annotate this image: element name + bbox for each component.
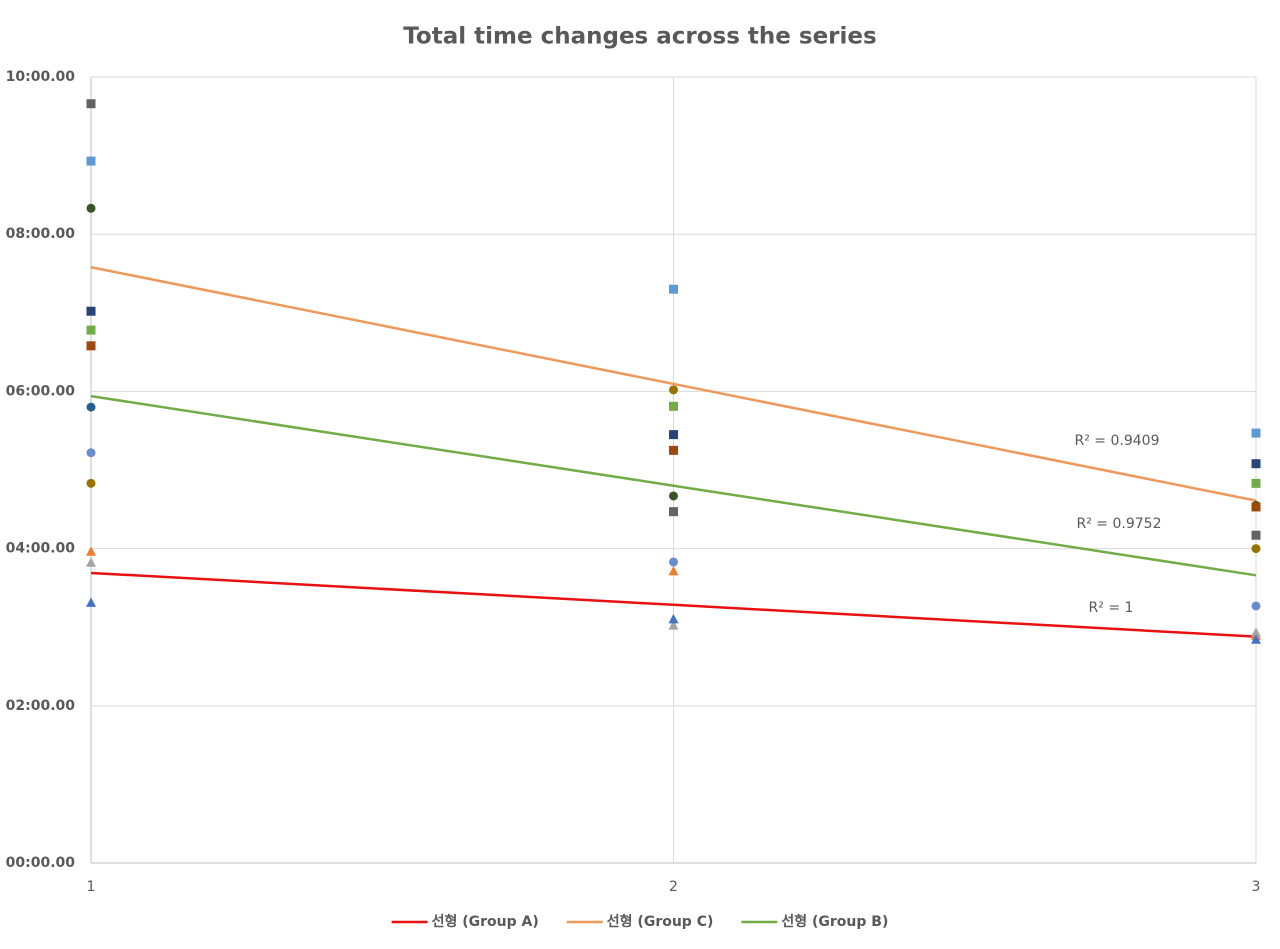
- point: [669, 491, 678, 501]
- point: [86, 402, 96, 412]
- y-tick-label: 08:00.00: [6, 226, 76, 242]
- point: [86, 341, 96, 351]
- point: [86, 448, 96, 458]
- point: [86, 478, 96, 488]
- r-squared-label: R² = 1: [1089, 600, 1134, 616]
- y-tick-label: 04:00.00: [6, 541, 76, 557]
- point: [669, 430, 678, 440]
- trendline: [90, 265, 1257, 502]
- point: [86, 325, 96, 335]
- point: [1251, 502, 1261, 512]
- r-squared-label: R² = 0.9409: [1075, 433, 1160, 449]
- y-tick-label: 02:00.00: [6, 698, 76, 714]
- point: [669, 445, 678, 455]
- y-tick-label: 06:00.00: [6, 383, 76, 399]
- point: [669, 284, 678, 294]
- point: [668, 565, 679, 576]
- legend: 선형 (Group A) 선형 (Group C) 선형 (Group B): [391, 913, 888, 930]
- point: [669, 507, 678, 517]
- point: [669, 385, 678, 395]
- point: [86, 546, 96, 556]
- trendline: [90, 394, 1257, 577]
- point: [86, 306, 96, 316]
- point: [1251, 459, 1261, 469]
- y-tick-label: 00:00.00: [6, 855, 76, 871]
- point: [1251, 428, 1261, 438]
- legend-label: 선형 (Group A): [432, 913, 539, 930]
- point: [1251, 478, 1261, 488]
- point: [86, 557, 96, 567]
- point: [86, 597, 96, 607]
- trendline: [90, 571, 1257, 638]
- legend-label: 선형 (Group C): [607, 913, 714, 930]
- y-tick-label: 10:00.00: [6, 69, 76, 85]
- point: [86, 203, 96, 213]
- point: [669, 557, 678, 567]
- chart-title: Total time changes across the series: [403, 24, 876, 50]
- r-squared-label: R² = 0.9752: [1077, 516, 1162, 532]
- point: [1251, 530, 1261, 540]
- x-tick-label: 1: [87, 879, 96, 895]
- legend-label: 선형 (Group B): [781, 913, 888, 930]
- point: [668, 620, 679, 630]
- point: [1251, 544, 1261, 554]
- point: [86, 156, 96, 166]
- x-tick-label: 3: [1252, 879, 1261, 895]
- point: [86, 99, 96, 109]
- point: [1251, 634, 1261, 644]
- x-tick-label: 2: [669, 879, 678, 895]
- point: [1251, 601, 1261, 611]
- point: [1251, 627, 1261, 637]
- point: [669, 401, 678, 411]
- point: [668, 613, 679, 624]
